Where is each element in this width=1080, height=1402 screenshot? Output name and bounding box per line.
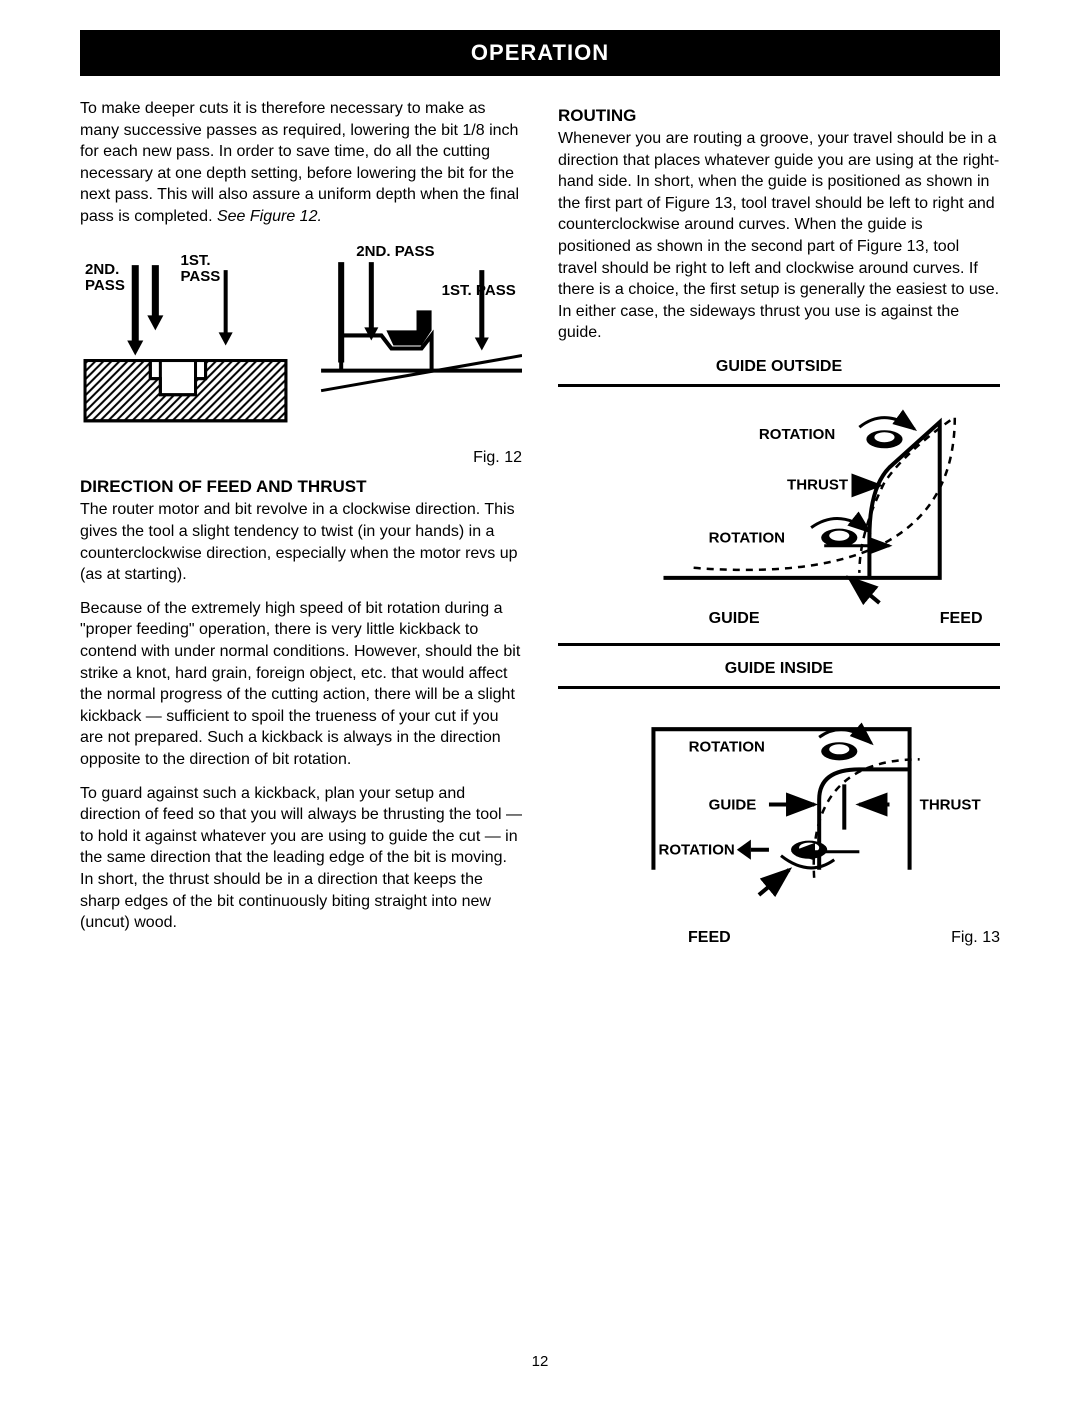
fig12-caption: Fig. 12	[80, 449, 522, 467]
content-columns: To make deeper cuts it is therefore nece…	[80, 98, 1000, 947]
svg-text:ROTATION: ROTATION	[689, 738, 765, 755]
para-guard-kickback: To guard against such a kickback, plan y…	[80, 783, 522, 934]
fig13-caption: Fig. 13	[951, 929, 1000, 947]
svg-text:PASS: PASS	[180, 268, 220, 285]
svg-text:FEED: FEED	[940, 609, 983, 627]
svg-text:1ST. PASS: 1ST. PASS	[442, 282, 516, 299]
right-column: ROUTING Whenever you are routing a groov…	[558, 98, 1000, 947]
para1-italic: See Figure 12.	[217, 208, 322, 225]
svg-text:THRUST: THRUST	[920, 797, 982, 814]
left-column: To make deeper cuts it is therefore nece…	[80, 98, 522, 947]
page-number: 12	[0, 1353, 1080, 1370]
svg-text:ROTATION: ROTATION	[709, 530, 785, 547]
para-kickback: Because of the extremely high speed of b…	[80, 598, 522, 771]
guide-inside-title: GUIDE INSIDE	[558, 660, 1000, 678]
guide-outside-svg: ROTATION THRUST ROTATION GUIDE FEED	[558, 387, 1000, 638]
header-bar: OPERATION	[80, 30, 1000, 76]
svg-text:2ND.: 2ND.	[85, 261, 119, 278]
svg-text:ROTATION: ROTATION	[658, 842, 734, 859]
svg-text:GUIDE: GUIDE	[709, 797, 757, 814]
svg-text:ROTATION: ROTATION	[759, 426, 835, 443]
svg-text:2ND. PASS: 2ND. PASS	[356, 243, 434, 260]
divider-mid	[558, 643, 1000, 646]
svg-text:PASS: PASS	[85, 277, 125, 294]
fig13-footer: FEED Fig. 13	[558, 929, 1000, 947]
heading-routing: ROUTING	[558, 106, 1000, 126]
para1-text: To make deeper cuts it is therefore nece…	[80, 100, 519, 225]
guide-inside-svg: ROTATION GUIDE THRUST ROTATION	[558, 689, 1000, 920]
svg-text:GUIDE: GUIDE	[709, 609, 760, 627]
figure-12-svg: 2ND. PASS 1ST. PASS	[80, 240, 522, 441]
figure-12: 2ND. PASS 1ST. PASS	[80, 240, 522, 446]
guide-outside-title: GUIDE OUTSIDE	[558, 358, 1000, 376]
para-routing: Whenever you are routing a groove, your …	[558, 128, 1000, 344]
svg-text:1ST.: 1ST.	[180, 252, 210, 269]
heading-direction-feed-thrust: DIRECTION OF FEED AND THRUST	[80, 477, 522, 497]
svg-text:THRUST: THRUST	[787, 476, 849, 493]
feed-label: FEED	[688, 929, 731, 947]
para-motor-rotation: The router motor and bit revolve in a cl…	[80, 499, 522, 585]
para-deeper-cuts: To make deeper cuts it is therefore nece…	[80, 98, 522, 228]
